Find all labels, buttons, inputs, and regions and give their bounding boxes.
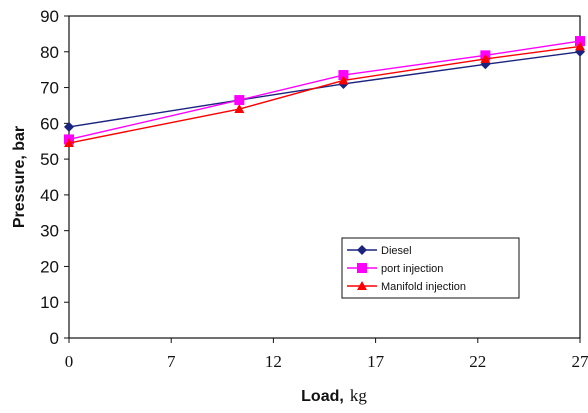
x-tick-label: 27	[572, 352, 588, 371]
y-tick-label: 50	[40, 150, 59, 169]
y-tick-label: 20	[40, 257, 59, 276]
x-axis-title-unit: kg	[350, 386, 368, 405]
legend-entry: Diesel	[347, 245, 412, 257]
y-tick-label: 70	[40, 79, 59, 98]
triangle-marker	[575, 41, 585, 51]
y-tick-label: 90	[40, 7, 59, 26]
y-tick-label: 0	[50, 329, 59, 348]
legend-entry: Manifold injection	[347, 281, 466, 293]
legend: Diesel port injection Manifold injection	[341, 237, 520, 299]
y-tick-label: 40	[40, 186, 59, 205]
legend-label: port injection	[381, 263, 443, 275]
y-tick-label: 10	[40, 293, 59, 312]
triangle-marker	[357, 281, 367, 290]
diamond-marker	[480, 59, 491, 70]
square-marker	[575, 36, 585, 47]
square-marker	[234, 95, 245, 106]
legend-label: Diesel	[381, 245, 412, 257]
legend-label: Manifold injection	[381, 281, 466, 293]
legend-entry: port injection	[347, 263, 443, 275]
x-tick-label: 7	[167, 352, 176, 371]
triangle-marker	[338, 75, 349, 85]
y-tick-label: 60	[40, 114, 59, 133]
y-axis: 0 10 20 30 40 50 60 70 80 90	[40, 7, 69, 348]
x-axis-title-label: Load,	[301, 388, 344, 405]
square-marker	[357, 263, 367, 273]
x-axis-title: Load, kg	[301, 386, 367, 405]
y-axis-title: Pressure, bar	[11, 126, 28, 228]
diamond-marker	[64, 121, 74, 132]
x-axis: 0 7 12 17 22 27	[65, 338, 588, 371]
diamond-marker	[357, 245, 367, 255]
y-tick-label: 80	[40, 43, 59, 62]
triangle-marker	[64, 138, 74, 148]
series-layer	[64, 36, 585, 148]
triangle-marker	[480, 53, 491, 63]
x-tick-label: 0	[65, 352, 74, 371]
x-tick-label: 17	[367, 352, 385, 371]
x-tick-label: 22	[469, 352, 486, 371]
triangle-marker	[234, 104, 245, 114]
series-manifold-injection	[64, 41, 585, 148]
square-marker	[338, 70, 349, 81]
y-tick-label: 30	[40, 222, 59, 241]
x-tick-label: 12	[265, 352, 282, 371]
